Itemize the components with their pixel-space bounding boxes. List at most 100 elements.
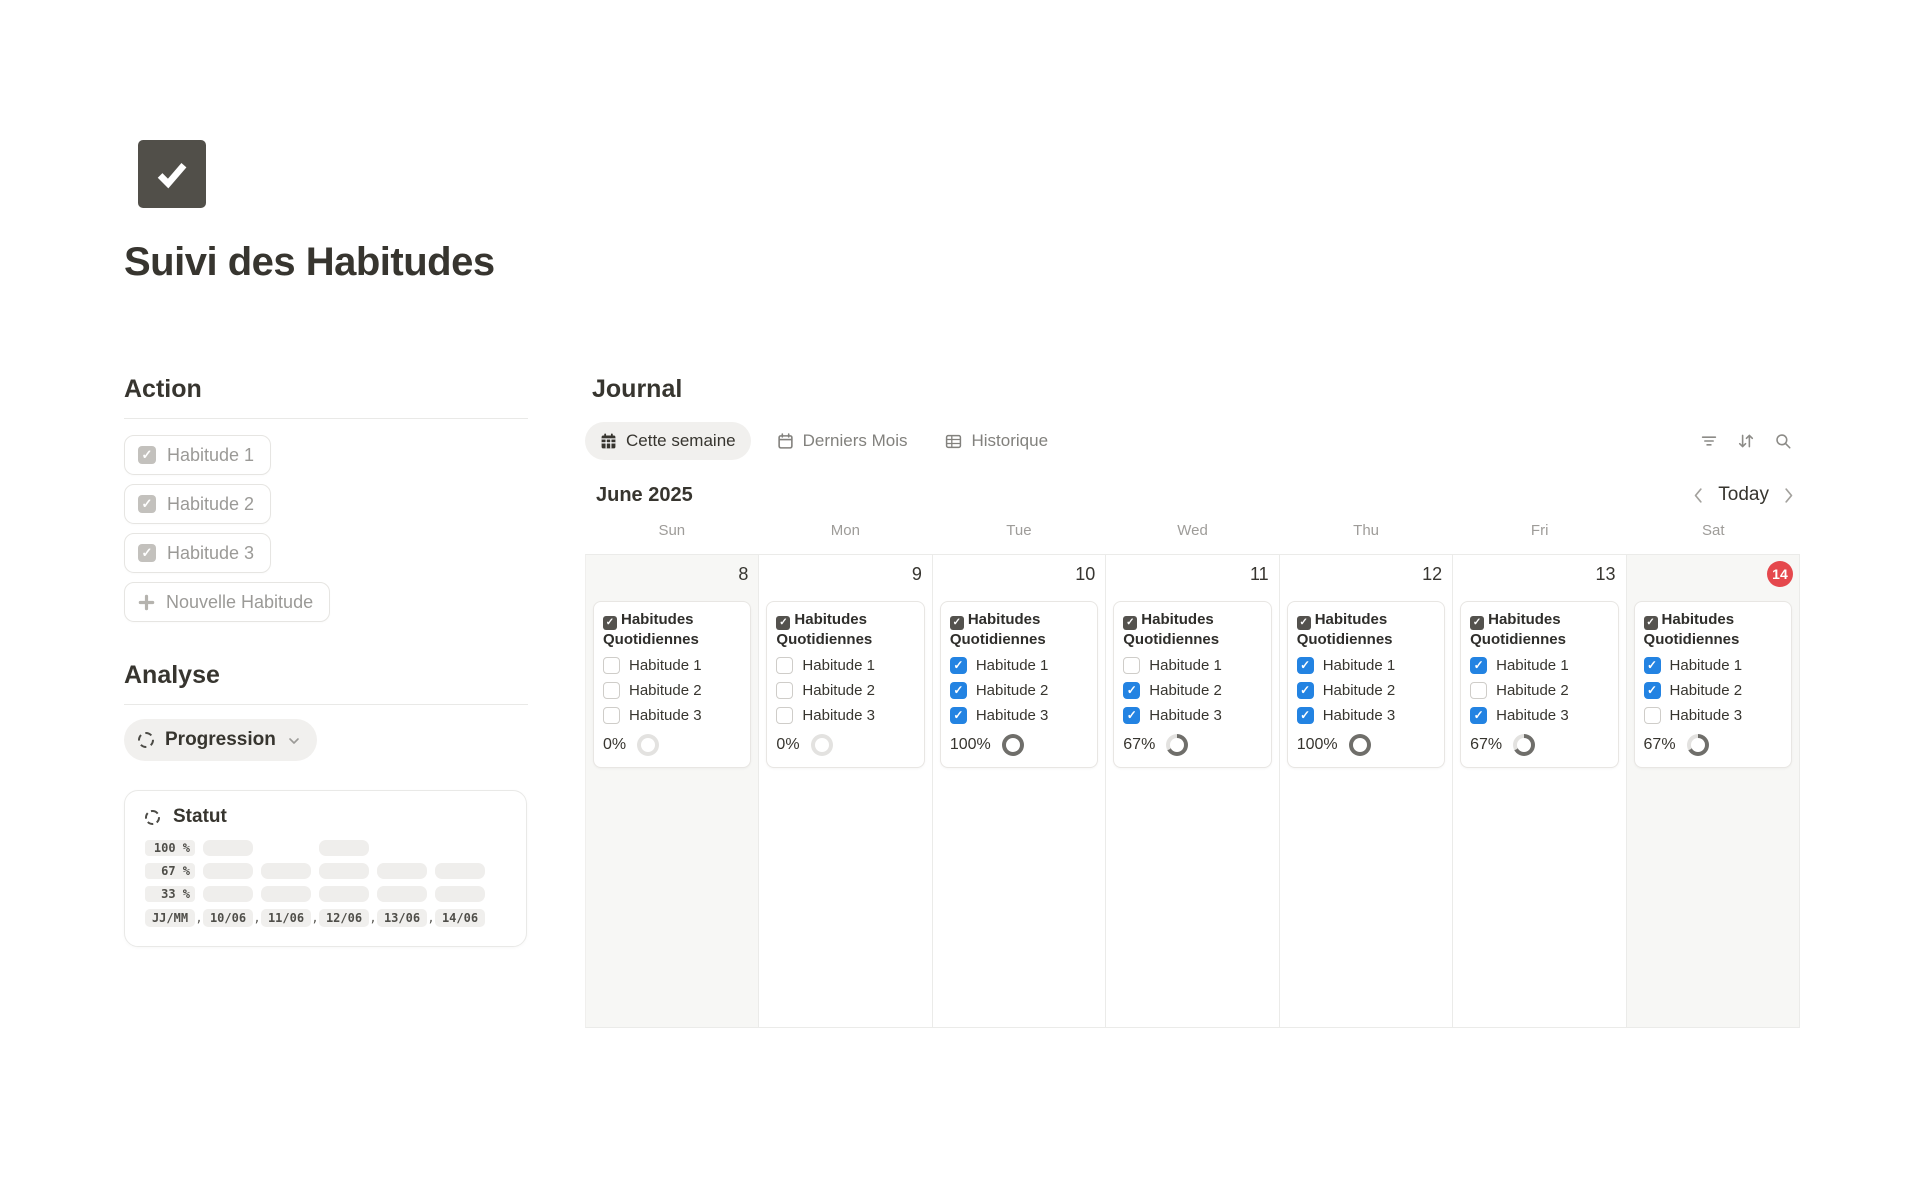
habit-checkbox[interactable] xyxy=(1643,707,1661,724)
habit-row: Habitude 3 xyxy=(1643,707,1782,724)
progression-dropdown[interactable]: Progression xyxy=(124,719,317,761)
habit-label: Habitude 2 xyxy=(1496,682,1569,699)
chevron-left-icon[interactable] xyxy=(1693,487,1704,504)
habit-button[interactable]: ✓ Habitude 2 xyxy=(124,484,272,524)
checkbox-icon: ✓ xyxy=(138,495,156,513)
habit-label: Habitude 3 xyxy=(1149,707,1222,724)
chart-bar xyxy=(319,863,369,879)
today-button[interactable]: Today xyxy=(1718,484,1769,505)
day-card-title: ✓ Habitudes Quotidiennes xyxy=(776,611,873,648)
tab-historique[interactable]: Historique xyxy=(933,422,1060,460)
habit-label: Habitude 1 xyxy=(802,657,875,674)
chevron-right-icon[interactable] xyxy=(1783,487,1794,504)
habit-label: Habitude 1 xyxy=(1149,657,1222,674)
statut-header: Statut xyxy=(145,806,506,827)
day-card[interactable]: ✓ Habitudes Quotidiennes Habitude 1 Habitud… xyxy=(593,601,752,768)
habit-button-label: Habitude 3 xyxy=(167,542,255,563)
habit-checkbox[interactable]: ✓ xyxy=(1643,682,1661,699)
habit-checkbox[interactable]: ✓ xyxy=(1470,657,1488,674)
progression-label: Progression xyxy=(165,729,276,750)
chart-separator: , xyxy=(311,911,319,925)
habit-row: Habitude 3 xyxy=(776,707,914,724)
day-number: 8 xyxy=(738,564,749,584)
habit-row: Habitude 2 xyxy=(776,682,914,699)
habit-checkbox[interactable] xyxy=(1470,682,1488,699)
chart-bar xyxy=(435,863,485,879)
habit-checkbox[interactable] xyxy=(776,707,794,724)
chart-tick-label: 67 % xyxy=(145,863,195,879)
chart-bar-cell xyxy=(435,840,493,856)
chart-bar-cell xyxy=(203,863,261,879)
habit-button[interactable]: ✓ Habitude 1 xyxy=(124,435,272,475)
habit-button[interactable]: ✓ Habitude 3 xyxy=(124,533,272,573)
day-card[interactable]: ✓ Habitudes Quotidiennes ✓ Habitude 1 ✓ Habit… xyxy=(1633,601,1792,768)
day-card-title: ✓ Habitudes Quotidiennes xyxy=(1296,611,1393,648)
new-habit-button[interactable]: Nouvelle Habitude xyxy=(124,582,331,622)
chart-date-cell: 10/06, xyxy=(203,909,261,927)
day-card[interactable]: ✓ Habitudes Quotidiennes ✓ Habitude 1 ✓ Habit… xyxy=(939,601,1099,768)
habit-checkbox[interactable] xyxy=(776,657,794,674)
day-card[interactable]: ✓ Habitudes Quotidiennes ✓ Habitude 1 Habitu… xyxy=(1460,601,1619,768)
habit-row: ✓ Habitude 3 xyxy=(1123,707,1261,724)
statut-title: Statut xyxy=(173,806,227,827)
habit-row: Habitude 1 xyxy=(1123,657,1261,674)
habit-label: Habitude 1 xyxy=(1496,657,1569,674)
chart-bar xyxy=(203,840,253,856)
habit-row: ✓ Habitude 3 xyxy=(1296,707,1435,724)
action-heading: Action xyxy=(124,375,202,403)
habit-row: ✓ Habitude 1 xyxy=(1296,657,1435,674)
habit-label: Habitude 2 xyxy=(1322,682,1396,699)
chart-date-cell: 14/06 xyxy=(435,909,493,927)
filter-icon[interactable] xyxy=(1700,432,1718,450)
checkbox-icon: ✓ xyxy=(1123,616,1138,630)
search-icon[interactable] xyxy=(1774,432,1792,450)
day-card[interactable]: ✓ Habitudes Quotidiennes Habitude 1 Habitud… xyxy=(766,601,925,768)
habit-checkbox[interactable]: ✓ xyxy=(949,682,967,699)
chart-bar-cell xyxy=(377,886,435,902)
checkbox-icon: ✓ xyxy=(603,616,617,630)
tab-cette-semaine[interactable]: Cette semaine xyxy=(585,422,751,460)
day-card-title: ✓ Habitudes Quotidiennes xyxy=(1470,611,1566,648)
day-number: 13 xyxy=(1595,564,1616,584)
habit-checkbox[interactable] xyxy=(776,682,794,699)
chart-bar-cell xyxy=(377,840,435,856)
tab-derniers-mois[interactable]: Derniers Mois xyxy=(765,422,920,460)
habit-checkbox[interactable]: ✓ xyxy=(1296,682,1314,699)
habit-checkbox[interactable]: ✓ xyxy=(949,657,967,674)
day-card[interactable]: ✓ Habitudes Quotidiennes Habitude 1 ✓ Habitu… xyxy=(1113,601,1272,768)
chart-bar-cell xyxy=(319,886,377,902)
calendar-filled-icon xyxy=(600,433,617,450)
habit-checkbox[interactable] xyxy=(1123,657,1141,674)
habit-checkbox[interactable]: ✓ xyxy=(1123,707,1141,724)
habit-checkbox[interactable]: ✓ xyxy=(1296,707,1314,724)
analyse-heading: Analyse xyxy=(124,661,220,689)
habit-checkbox[interactable]: ✓ xyxy=(949,707,967,724)
habit-row: Habitude 1 xyxy=(603,657,741,674)
checkbox-icon: ✓ xyxy=(776,616,791,630)
habit-checkbox[interactable] xyxy=(603,707,620,724)
chart-bar-cell xyxy=(261,863,319,879)
chart-bar-cell xyxy=(319,840,377,856)
habit-checkbox[interactable]: ✓ xyxy=(1123,682,1141,699)
chart-separator: , xyxy=(253,911,261,925)
chart-x-axis-row: JJ/MM, 10/06, 11/06, 12/06, 13/06, 14/06 xyxy=(145,909,506,927)
chart-bar-cell xyxy=(319,863,377,879)
habit-checkbox[interactable]: ✓ xyxy=(1643,657,1661,674)
day-card-footer: 67% xyxy=(1644,734,1782,756)
chart-tick-cell: 100 % xyxy=(145,840,203,856)
habit-checkbox[interactable] xyxy=(603,657,620,674)
statut-card: Statut 100 % 67 % 33 % JJ/MM, 10/06, 11/06, 12… xyxy=(124,790,527,947)
calendar-day-cell: 14 ✓ Habitudes Quotidiennes ✓ Habitude 1 ✓ Hab… xyxy=(1626,555,1799,1027)
day-card[interactable]: ✓ Habitudes Quotidiennes ✓ Habitude 1 ✓ Habit… xyxy=(1286,601,1446,768)
table-icon xyxy=(945,433,962,450)
habit-checkbox[interactable]: ✓ xyxy=(1470,707,1488,724)
progress-ring-icon xyxy=(637,734,660,756)
habit-checkbox[interactable]: ✓ xyxy=(1296,657,1314,674)
chart-separator: , xyxy=(195,911,203,925)
chart-tick-label: 100 % xyxy=(145,840,195,856)
page-icon[interactable] xyxy=(138,140,206,208)
habit-checkbox[interactable] xyxy=(603,682,620,699)
habit-label: Habitude 2 xyxy=(975,682,1049,699)
chart-date-cell: 13/06, xyxy=(377,909,435,927)
sort-icon[interactable] xyxy=(1737,432,1755,450)
